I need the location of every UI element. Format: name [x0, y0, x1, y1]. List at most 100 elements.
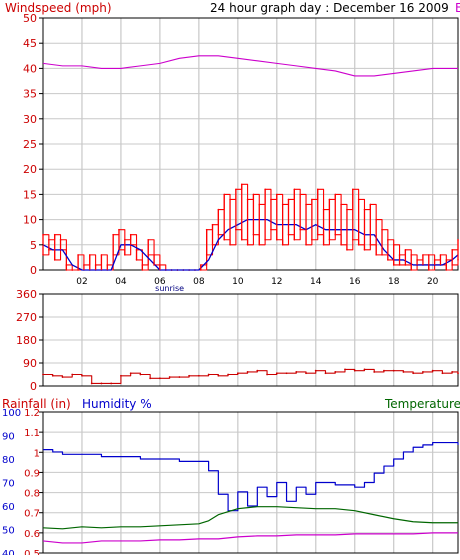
direction-point [441, 372, 444, 375]
humidity-tick-label: 40 [2, 549, 15, 555]
direction-point [457, 372, 459, 375]
temperature-title: Temperature [384, 397, 460, 411]
direction-point [451, 371, 454, 373]
direction-point [275, 372, 278, 375]
y-tick-label: 25 [23, 138, 37, 151]
y-tick-label: 10 [23, 214, 37, 227]
series-pressure_trace [42, 532, 458, 544]
direction-point [246, 371, 249, 373]
direction-point [305, 372, 307, 375]
direction-point [383, 369, 385, 372]
direction-point [139, 373, 142, 376]
rain-tick-label: 0.5 [24, 549, 40, 555]
direction-point [373, 371, 376, 373]
x-tick-label: 08 [193, 277, 205, 287]
x-tick-label: 20 [427, 277, 439, 287]
humidity-tick-label: 90 [2, 432, 15, 443]
direction-point [256, 369, 259, 372]
rain-tick-label: 1.1 [24, 428, 40, 439]
series-layer [42, 55, 459, 544]
y-tick-label: 360 [16, 288, 37, 301]
direction-point [188, 374, 191, 377]
direction-point [120, 374, 122, 377]
x-tick-label: 16 [349, 277, 361, 287]
direction-point [353, 369, 356, 372]
humidity-tick-label: 50 [2, 526, 15, 537]
direction-point [81, 374, 83, 377]
panel-frame-2 [42, 411, 459, 554]
direction-point [129, 372, 132, 375]
direction-point [334, 371, 337, 373]
y-tick-label: 270 [16, 311, 37, 324]
direction-point [61, 376, 64, 378]
rainfall-title: Rainfall (in) [2, 397, 71, 411]
rain-tick-label: 0.9 [24, 468, 40, 479]
humidity-tick-label: 70 [2, 479, 15, 490]
direction-point [227, 373, 229, 376]
y-tick-label: 50 [23, 12, 37, 25]
direction-point [344, 368, 346, 371]
rain-tick-label: 0.8 [24, 489, 40, 500]
right-title-fragment: E [455, 1, 460, 15]
sunrise-annotation: sunrise [155, 284, 184, 293]
direction-point [217, 374, 220, 377]
direction-point [110, 382, 113, 385]
y-tick-label: 40 [23, 62, 37, 75]
wind-point [71, 269, 74, 271]
y-tick-label: 45 [23, 37, 37, 50]
y-tick-label: 0 [30, 380, 37, 393]
humidity-tick-label: 60 [2, 502, 15, 513]
direction-point [207, 373, 210, 376]
direction-point [314, 369, 317, 372]
direction-point [197, 374, 200, 377]
direction-point [295, 371, 298, 373]
x-tick-label: 12 [271, 277, 282, 287]
direction-point [42, 373, 44, 376]
direction-point [71, 373, 74, 376]
direction-point [324, 372, 327, 375]
direction-point [168, 376, 171, 378]
direction-point [51, 374, 54, 377]
x-tick-label: 02 [76, 277, 87, 287]
direction-point [285, 372, 288, 375]
x-tick-label: 04 [115, 277, 127, 287]
direction-point [236, 372, 239, 375]
direction-point [178, 376, 181, 378]
rain-tick-label: 1 [34, 448, 40, 459]
y-tick-label: 15 [23, 188, 37, 201]
x-tick-label: 10 [232, 277, 244, 287]
y-tick-label: 0 [30, 264, 37, 277]
series-gust_low [43, 229, 459, 271]
series-gust_high [43, 183, 459, 271]
direction-point [90, 382, 93, 385]
series-temperature_trace [42, 55, 458, 77]
y-tick-label: 90 [23, 357, 37, 370]
direction-point [159, 377, 161, 380]
y-tick-label: 35 [23, 88, 37, 101]
windspeed-title: Windspeed (mph) [5, 1, 112, 15]
humidity-tick-label: 100 [2, 408, 21, 419]
direction-point [363, 368, 366, 371]
series-average [42, 218, 459, 271]
y-tick-label: 20 [23, 163, 37, 176]
direction-point [392, 369, 395, 372]
direction-point [412, 372, 415, 375]
humidity-tick-label: 80 [2, 455, 15, 466]
y-tick-label: 5 [30, 239, 37, 252]
page-title: 24 hour graph day : December 16 2009 [210, 1, 449, 15]
direction-point [100, 382, 103, 385]
x-tick-label: 18 [388, 277, 400, 287]
rain-tick-label: 0.6 [24, 529, 40, 540]
rain-tick-label: 1.2 [24, 408, 40, 419]
rain-tick-label: 0.7 [24, 509, 40, 520]
direction-point [422, 371, 424, 373]
y-tick-label: 180 [16, 334, 37, 347]
direction-point [266, 373, 268, 376]
series-wind_direction [43, 368, 459, 384]
y-tick-label: 30 [23, 113, 37, 126]
series-temperature [42, 506, 458, 530]
direction-point [402, 371, 405, 373]
direction-point [431, 369, 434, 372]
